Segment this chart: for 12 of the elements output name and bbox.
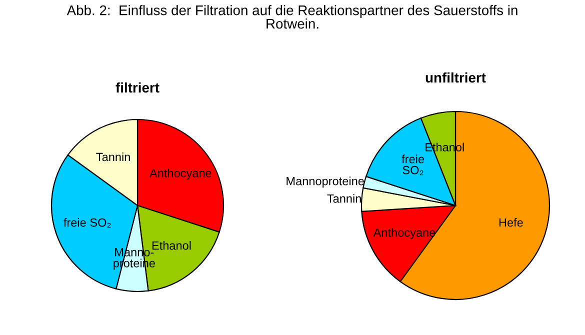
chart-title: unfiltriert	[426, 72, 486, 83]
chart-title: filtriert	[116, 82, 160, 93]
slice-label: Ethanol	[152, 241, 191, 250]
slice-label: Mannoproteine	[286, 176, 364, 188]
slice-label: freie SO₂	[64, 218, 111, 228]
slice-label: Tannin	[96, 152, 130, 162]
caption: Abb. 2: Einfluss der Filtration auf die Reaktionspartner des Sauerstoffs in Rotwein.	[66, 5, 518, 29]
slice-label: Hefe	[499, 218, 523, 227]
slice-label: Anthocyane	[373, 228, 436, 240]
slice-label: Tannin	[327, 194, 361, 203]
slice-label: freie SO₂	[402, 154, 424, 176]
slice-label: Anthocyane	[149, 168, 212, 180]
